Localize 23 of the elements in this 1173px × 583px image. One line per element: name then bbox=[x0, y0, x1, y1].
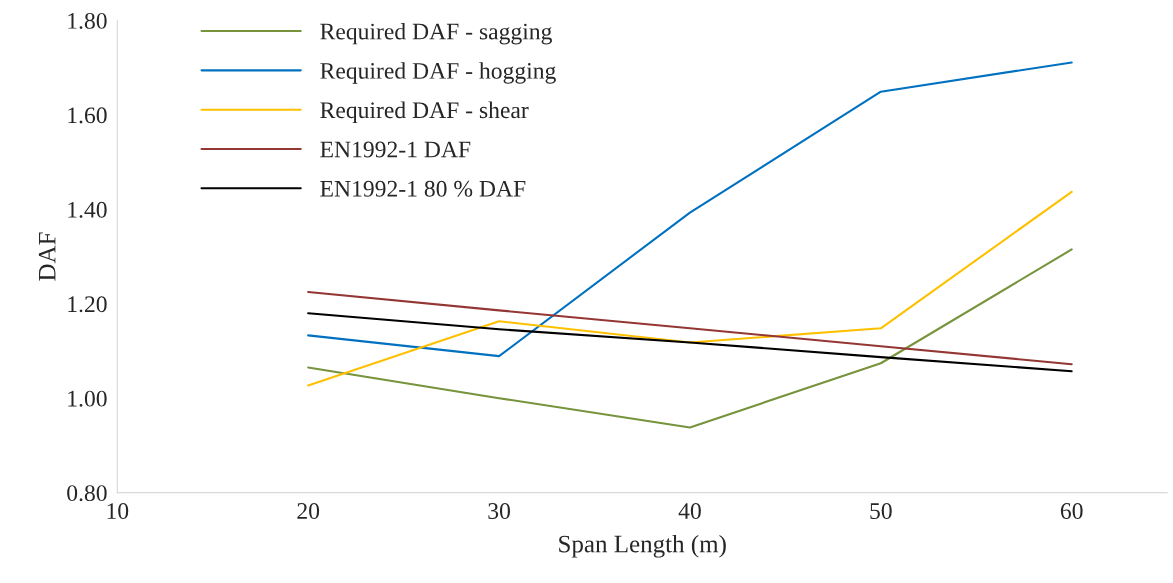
y-tick-label: 1.40 bbox=[68, 201, 107, 218]
line-series bbox=[307, 248, 1073, 429]
line-series bbox=[307, 290, 1073, 366]
y-axis-title: DAF bbox=[38, 232, 56, 281]
line-series bbox=[307, 312, 1073, 373]
y-tick-label: 0.80 bbox=[67, 485, 107, 502]
x-tick-label: 10 bbox=[107, 503, 129, 519]
x-tick-label: 30 bbox=[488, 503, 510, 519]
x-axis-title: Span Length (m) bbox=[559, 534, 726, 558]
legend-label: EN1992-1 80 % DAF bbox=[320, 180, 526, 197]
x-tick-label: 60 bbox=[1060, 503, 1083, 519]
y-tick-label: 1.00 bbox=[68, 390, 107, 407]
x-tick-label: 40 bbox=[678, 503, 701, 519]
legend-label: Required DAF - shear bbox=[320, 101, 529, 123]
legend-label: Required DAF - sagging bbox=[320, 22, 552, 45]
legend-label: Required DAF - hogging bbox=[320, 62, 556, 84]
line-series bbox=[307, 61, 1073, 358]
y-tick-label: 1.60 bbox=[68, 107, 107, 124]
y-tick-label: 1.20 bbox=[68, 296, 107, 313]
y-tick-label: 1.80 bbox=[68, 12, 107, 29]
legend-label: EN1992-1 DAF bbox=[320, 141, 471, 158]
x-tick-label: 50 bbox=[870, 503, 892, 519]
x-tick-label: 20 bbox=[297, 503, 320, 519]
